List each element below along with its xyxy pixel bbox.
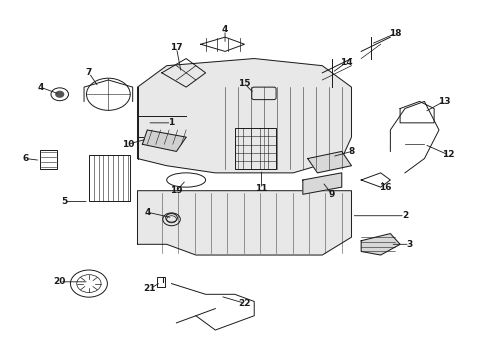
Text: 8: 8 [347,147,354,156]
Text: 15: 15 [238,79,250,88]
Text: 21: 21 [143,284,156,293]
Circle shape [56,91,63,97]
Text: 20: 20 [54,277,66,286]
Bar [89,155,130,202]
Polygon shape [137,191,351,255]
Polygon shape [302,173,341,194]
Text: 4: 4 [144,208,150,217]
Text: 4: 4 [37,83,43,92]
Polygon shape [142,130,186,152]
Text: 3: 3 [406,240,412,249]
Text: 17: 17 [170,43,183,52]
Bar [234,128,276,169]
Text: 5: 5 [61,197,67,206]
Polygon shape [137,59,351,173]
Text: 7: 7 [85,68,92,77]
Text: 11: 11 [255,184,267,193]
Polygon shape [361,234,399,255]
Text: 4: 4 [222,26,228,35]
Text: 19: 19 [170,186,183,195]
Text: 16: 16 [379,183,391,192]
Text: 22: 22 [238,299,250,308]
Polygon shape [307,152,351,173]
Text: 13: 13 [437,97,449,106]
Text: 2: 2 [401,211,407,220]
Text: 18: 18 [388,29,401,38]
Text: 14: 14 [340,58,352,67]
Text: 9: 9 [328,190,334,199]
Text: 1: 1 [168,118,174,127]
Bar [157,277,164,287]
Text: 12: 12 [442,150,454,159]
Text: 10: 10 [122,140,134,149]
Text: 6: 6 [22,154,29,163]
Bar [40,150,57,169]
